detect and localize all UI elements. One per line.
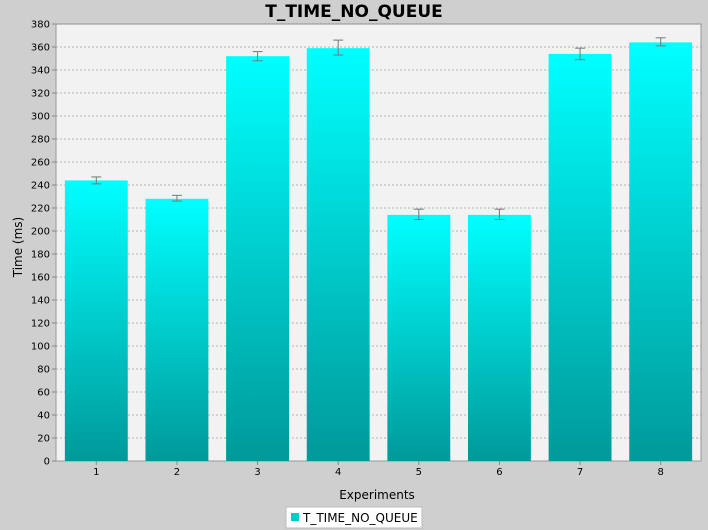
bar bbox=[387, 214, 451, 461]
y-tick-label: 100 bbox=[31, 342, 50, 353]
chart-title: T_TIME_NO_QUEUE bbox=[265, 2, 443, 22]
x-tick-label: 7 bbox=[577, 467, 583, 478]
y-tick-label: 20 bbox=[37, 434, 50, 445]
legend-label: T_TIME_NO_QUEUE bbox=[302, 511, 418, 525]
y-axis: 0 20 40 60 80 100 120 140 160 180 200 220 240 260 280 3… bbox=[31, 20, 56, 468]
y-tick-label: 360 bbox=[31, 43, 50, 54]
x-tick-label: 8 bbox=[658, 467, 664, 478]
y-tick-label: 140 bbox=[31, 296, 50, 307]
x-tick-label: 2 bbox=[174, 467, 180, 478]
x-tick-label: 1 bbox=[93, 467, 99, 478]
y-tick-label: 220 bbox=[31, 204, 50, 215]
y-tick-label: 280 bbox=[31, 135, 50, 146]
x-tick-label: 3 bbox=[254, 467, 260, 478]
y-axis-label: Time (ms) bbox=[11, 217, 25, 279]
bar bbox=[145, 198, 209, 462]
y-tick-label: 200 bbox=[31, 227, 50, 238]
bar bbox=[306, 48, 370, 462]
x-axis: 1 2 3 4 5 6 7 8 bbox=[93, 461, 664, 478]
x-axis-label: Experiments bbox=[339, 488, 415, 502]
y-tick-label: 120 bbox=[31, 319, 50, 330]
x-tick-label: 5 bbox=[416, 467, 422, 478]
bar bbox=[548, 53, 612, 462]
y-tick-label: 320 bbox=[31, 89, 50, 100]
y-tick-label: 240 bbox=[31, 181, 50, 192]
y-tick-label: 60 bbox=[37, 388, 50, 399]
y-tick-label: 340 bbox=[31, 66, 50, 77]
legend: T_TIME_NO_QUEUE bbox=[285, 506, 423, 529]
y-tick-label: 260 bbox=[31, 158, 50, 169]
y-tick-label: 80 bbox=[37, 365, 50, 376]
y-tick-label: 180 bbox=[31, 250, 50, 261]
bar bbox=[64, 180, 128, 461]
y-tick-label: 160 bbox=[31, 273, 50, 284]
bar bbox=[629, 42, 693, 462]
bar bbox=[467, 214, 531, 461]
y-tick-label: 380 bbox=[31, 20, 50, 31]
x-tick-label: 4 bbox=[335, 467, 341, 478]
y-tick-label: 0 bbox=[44, 457, 50, 468]
error-bars bbox=[91, 37, 666, 220]
bars bbox=[64, 42, 693, 462]
y-tick-label: 300 bbox=[31, 112, 50, 123]
x-tick-label: 6 bbox=[496, 467, 502, 478]
bar bbox=[226, 56, 290, 461]
y-tick-label: 40 bbox=[37, 411, 50, 422]
legend-swatch bbox=[291, 513, 299, 521]
